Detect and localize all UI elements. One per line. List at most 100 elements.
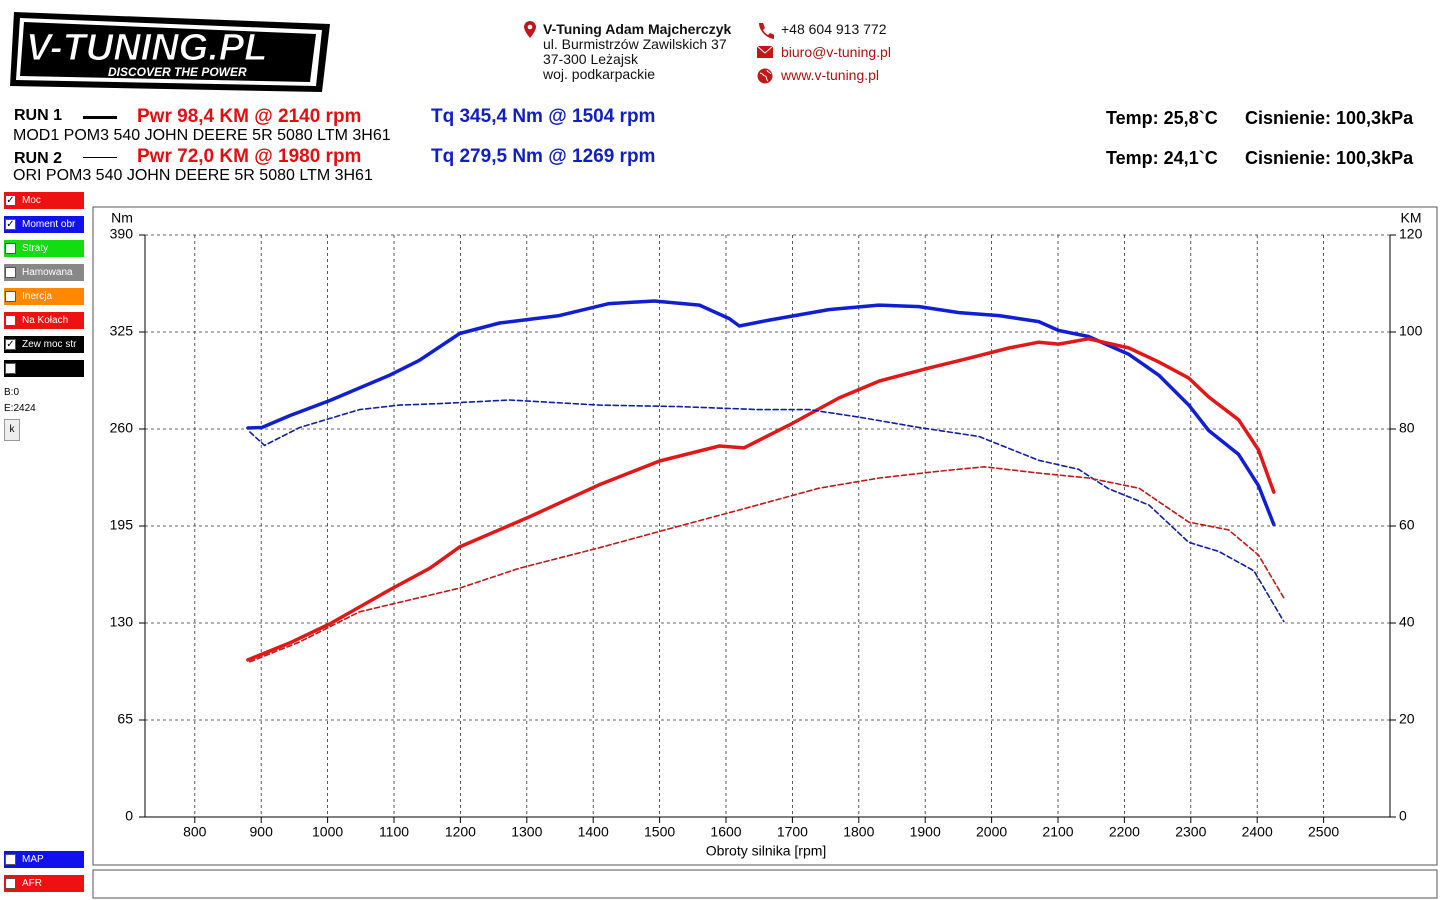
checkbox[interactable] [5,315,16,326]
x-tick-label: 1000 [312,824,343,840]
checkbox[interactable]: ✓ [5,195,16,206]
y2-tick-label: 0 [1399,808,1407,824]
run-torque: Tq 279,5 Nm @ 1269 rpm [431,146,656,167]
k-button[interactable]: k [4,419,20,441]
toggle-label: Moc [22,195,41,206]
x-tick-label: 1400 [578,824,609,840]
x-tick-label: 900 [250,824,274,840]
bottom-frame [92,869,1438,899]
x-tick-label: 2000 [976,824,1007,840]
panel-toggle[interactable]: ✓ Moment obr [4,216,84,233]
x-tick-label: 2500 [1308,824,1339,840]
x-tick-label: 1100 [379,824,409,840]
x-tick-label: 2100 [1042,824,1073,840]
panel-toggle[interactable]: Hamowana [4,264,84,281]
checkbox[interactable] [5,878,16,889]
y2-tick-label: 120 [1399,226,1423,242]
toggle-label: Moment obr [22,219,76,230]
web-link[interactable]: www.v-tuning.pl [781,67,880,83]
y-axis-label: Nm [111,210,133,226]
x-tick-label: 1300 [511,824,542,840]
toggle-label: AFR [22,878,42,889]
run-line-sample [83,157,117,158]
run-temp: Temp: 25,8`C [1106,108,1218,128]
x-axis-label: Obroty silnika [rpm] [706,843,827,859]
x-tick-label: 1600 [710,824,741,840]
panel-toggle[interactable]: AFR [4,875,84,892]
run-pressure: Cisnienie: 100,3kPa [1245,148,1414,168]
phone: +48 604 913 772 [781,21,887,37]
y-tick-label: 195 [110,517,134,533]
y2-tick-label: 40 [1399,614,1415,630]
run-torque: Tq 345,4 Nm @ 1504 rpm [431,106,656,127]
y2-tick-label: 20 [1399,711,1415,727]
checkbox[interactable] [5,267,16,278]
checkbox[interactable]: ✓ [5,219,16,230]
dashed-curve [249,399,1285,623]
street: ul. Burmistrzów Zawilskich 37 [543,36,727,52]
region: woj. podkarpackie [543,66,656,82]
x-tick-label: 2300 [1175,824,1206,840]
x-tick-label: 1900 [910,824,941,840]
y-tick-label: 325 [110,323,134,339]
panel-toggle[interactable] [4,360,84,377]
y-tick-label: 0 [125,808,133,824]
y-tick-label: 260 [110,420,134,436]
email-link[interactable]: biuro@v-tuning.pl [781,44,891,60]
curve [246,299,1276,527]
b-value: B:0 [4,387,20,398]
y2-tick-label: 100 [1399,323,1423,339]
checkbox[interactable]: ✓ [5,339,16,350]
x-tick-label: 800 [183,824,207,840]
panel-toggle[interactable]: ✓ Zew moc str [4,336,84,353]
y-tick-label: 390 [110,226,134,242]
panel-toggle[interactable]: Straty [4,240,84,257]
checkbox[interactable] [5,291,16,302]
run-description: MOD1 POM3 540 JOHN DEERE 5R 5080 LTM 3H6… [13,127,391,144]
run-power: Pwr 98,4 KM @ 2140 rpm [137,106,362,127]
panel-toggle[interactable]: ✓ Moc [4,192,84,209]
company: V-Tuning Adam Majcherczyk [543,21,732,37]
panel-toggle[interactable]: Inercja [4,288,84,305]
y2-axis-label: KM [1401,210,1422,226]
run-description: ORI POM3 540 JOHN DEERE 5R 5080 LTM 3H61 [13,167,373,184]
toggle-label: Straty [22,243,49,254]
y2-tick-label: 80 [1399,420,1415,436]
run-line-sample [83,116,117,119]
phone-icon [759,23,774,39]
checkbox[interactable] [5,363,16,374]
x-tick-label: 2400 [1242,824,1273,840]
y2-tick-label: 60 [1399,517,1415,533]
run-temp: Temp: 24,1`C [1106,148,1218,168]
x-tick-label: 1800 [843,824,874,840]
toggle-label: Zew moc str [22,339,77,350]
run-label: RUN 2 [14,150,63,167]
city: 37-300 Leżajsk [543,51,638,67]
run-pressure: Cisnienie: 100,3kPa [1245,108,1414,128]
run-power: Pwr 72,0 KM @ 1980 rpm [137,146,362,167]
mail-icon [756,45,774,58]
logo-slogan: DISCOVER THE POWER [108,65,247,79]
run-label: RUN 1 [14,107,63,124]
panel-toggle[interactable]: Na Kołach [4,312,84,329]
checkbox[interactable] [5,243,16,254]
toggle-label: MAP [22,854,44,865]
checkbox[interactable] [5,854,16,865]
logo: V-TUNING.PL DISCOVER THE POWER [10,12,330,92]
dashed-curve [249,466,1285,663]
logo-text: V-TUNING.PL [26,27,267,69]
e-value: E:2424 [4,403,36,414]
curve [246,337,1276,662]
x-tick-label: 1500 [644,824,675,840]
panel-toggle[interactable]: MAP [4,851,84,868]
y-tick-label: 65 [117,711,133,727]
toggle-label: Inercja [22,291,53,302]
y-tick-label: 130 [110,614,134,630]
chart-frame [92,206,1438,866]
pin-icon [524,21,536,38]
web-icon [757,68,773,84]
x-tick-label: 1200 [445,824,476,840]
toggle-label: Na Kołach [22,315,69,326]
toggle-label: Hamowana [22,267,73,278]
